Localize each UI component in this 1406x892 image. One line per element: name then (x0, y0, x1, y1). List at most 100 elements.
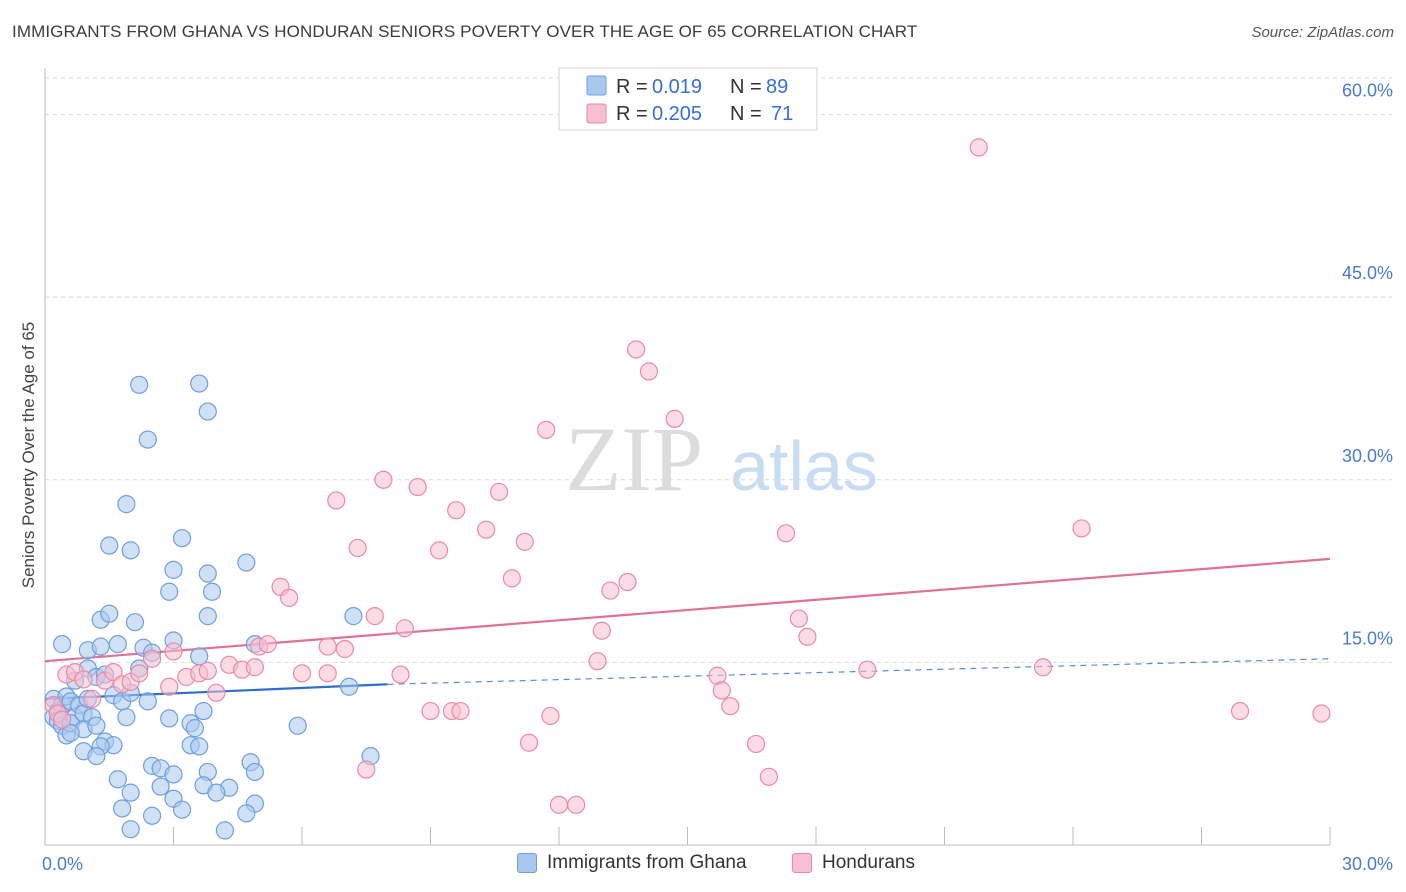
honduran-point (798, 627, 817, 646)
honduran-point (789, 609, 808, 628)
ghana-point (117, 495, 136, 514)
ghana-point (194, 701, 213, 721)
ghana-point (164, 560, 183, 579)
watermark: ZIP atlas (565, 408, 878, 510)
honduran-point (592, 621, 611, 640)
honduran-point (327, 491, 346, 510)
honduran-point (541, 706, 560, 726)
ghana-point (245, 762, 264, 782)
honduran-point (292, 664, 312, 683)
ghana-point (198, 607, 217, 626)
top-legend: R = 0.019 N = 89 R = 0.205 N = 71 (558, 67, 818, 131)
ghana-point (185, 719, 205, 738)
ghana-point (202, 582, 222, 601)
honduran-point (588, 652, 607, 671)
ghana-point (100, 604, 119, 623)
honduran-point (776, 524, 796, 543)
honduran-point (1072, 519, 1091, 538)
honduran-point (519, 733, 539, 752)
honduran-point (626, 340, 646, 359)
honduran-point (1312, 704, 1331, 723)
honduran-point (207, 683, 226, 702)
honduran-point (83, 689, 102, 709)
legend-r-label-hondurans: R = (616, 103, 648, 125)
honduran-point (318, 664, 337, 683)
honduran-point (258, 635, 277, 654)
ghana-point (160, 582, 179, 601)
ghana-point (190, 374, 209, 393)
source-label: Source: ZipAtlas.com (1251, 24, 1394, 41)
ghana-point (142, 806, 162, 825)
ghana-point (237, 553, 256, 572)
honduran-point (1230, 701, 1250, 721)
honduran-point (515, 532, 534, 551)
y-tick-label-2: 45.0% (1342, 263, 1393, 283)
ghana-point (138, 430, 157, 449)
ghana-point (61, 723, 80, 743)
ghana-point (121, 820, 140, 839)
honduran-point (477, 520, 496, 539)
legend-swatch-hondurans (586, 103, 607, 124)
honduran-point (335, 639, 354, 659)
honduran-point (198, 661, 217, 681)
bottom-legend-swatch-ghana (517, 853, 537, 873)
honduran-point (421, 701, 440, 721)
legend-r-value-ghana: 0.019 (652, 76, 702, 98)
honduran-point (365, 607, 384, 626)
ghana-point (138, 692, 157, 711)
legend-n-label-hondurans: N = (730, 103, 762, 125)
data-points (44, 138, 1331, 840)
honduran-point (969, 138, 988, 157)
honduran-point (53, 710, 72, 729)
x-tick-label-0: 0.0% (42, 854, 83, 874)
honduran-point (639, 362, 659, 381)
bottom-legend: Immigrants from Ghana Hondurans (0, 852, 1406, 878)
trend-line-ghana-extension (387, 658, 1331, 685)
honduran-point (746, 734, 766, 754)
honduran-point (74, 670, 93, 689)
bottom-legend-swatch-hondurans (792, 853, 812, 873)
honduran-point (142, 649, 162, 668)
ghana-point (87, 716, 106, 735)
honduran-point (395, 619, 414, 638)
ghana-point (130, 375, 149, 394)
ghana-point (215, 821, 234, 840)
chart-title: IMMIGRANTS FROM GHANA VS HONDURAN SENIOR… (12, 22, 918, 41)
bottom-legend-label-ghana: Immigrants from Ghana (547, 852, 747, 873)
ghana-point (100, 536, 119, 555)
honduran-point (502, 569, 521, 588)
y-tick-label-0: 15.0% (1342, 628, 1393, 648)
bottom-legend-label-hondurans: Hondurans (822, 852, 915, 873)
ghana-point (344, 607, 363, 626)
honduran-point (618, 572, 637, 592)
legend-swatch-ghana (586, 75, 607, 96)
ghana-point (160, 709, 179, 728)
ghana-point (190, 737, 209, 756)
honduran-point (164, 642, 183, 661)
honduran-point (280, 588, 299, 607)
honduran-point (160, 677, 179, 696)
ghana-point (121, 541, 140, 560)
honduran-point (318, 637, 337, 656)
ghana-point (172, 529, 192, 548)
honduran-point (374, 470, 393, 489)
ghana-point (108, 635, 127, 654)
honduran-point (348, 538, 367, 558)
honduran-point (245, 658, 264, 677)
honduran-point (537, 420, 556, 439)
honduran-point (429, 541, 449, 560)
honduran-point (489, 482, 509, 502)
honduran-point (357, 760, 376, 779)
honduran-point (447, 501, 466, 520)
honduran-point (858, 660, 877, 679)
ghana-point (125, 613, 145, 632)
ghana-point (288, 716, 307, 735)
honduran-point (721, 697, 740, 716)
grid-lines (45, 77, 1392, 663)
ghana-point (237, 804, 256, 823)
y-tick-label-1: 30.0% (1342, 446, 1393, 466)
ghana-point (198, 564, 217, 583)
legend-r-label-ghana: R = (616, 76, 648, 98)
honduran-point (567, 795, 586, 814)
x-tick-label-1: 30.0% (1342, 854, 1393, 874)
